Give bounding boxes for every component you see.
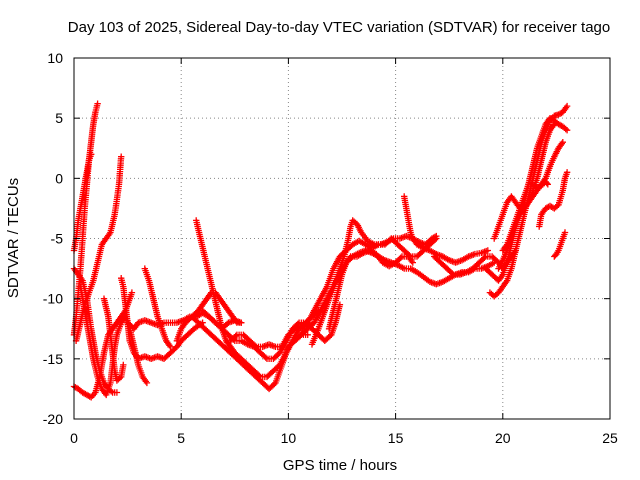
- data-point: [238, 319, 245, 326]
- data-point: [563, 169, 571, 176]
- y-tick-label: 0: [55, 170, 63, 186]
- data-point: [128, 289, 136, 296]
- data-point: [88, 151, 95, 158]
- data-point: [559, 139, 566, 146]
- data-point: [544, 181, 551, 188]
- y-tick-label: -10: [43, 291, 63, 307]
- data-point: [251, 342, 259, 349]
- data-point: [113, 389, 121, 396]
- data-point: [433, 232, 440, 240]
- grid: [74, 58, 610, 419]
- data-point: [553, 202, 561, 210]
- data-point: [94, 100, 101, 107]
- x-tick-label: 20: [495, 430, 511, 446]
- data-point: [562, 125, 569, 133]
- series-track-25: [499, 178, 551, 254]
- data-point: [409, 259, 416, 266]
- series-track-13: [188, 313, 311, 393]
- data-point: [262, 354, 269, 361]
- data-point: [561, 229, 569, 236]
- y-axis-label: SDTVAR / TECUs: [5, 178, 22, 298]
- y-tick-label: -15: [43, 351, 63, 367]
- data-markers: [70, 100, 571, 401]
- data-point: [294, 320, 301, 328]
- y-tick-label: 5: [55, 110, 63, 126]
- x-axis-label: GPS time / hours: [283, 457, 397, 474]
- data-point: [167, 343, 174, 350]
- y-tick-label: -5: [51, 231, 64, 247]
- data-point: [449, 270, 456, 277]
- axis-ticks: 0 5 10 15 20 25 10 5 0 -5 -10 -15 -20: [43, 50, 618, 446]
- data-point: [543, 179, 550, 187]
- y-tick-label: -20: [43, 411, 63, 427]
- x-tick-label: 25: [602, 430, 618, 446]
- data-point: [484, 247, 491, 254]
- data-point: [563, 127, 571, 134]
- data-point: [232, 332, 239, 340]
- data-point: [551, 121, 558, 128]
- x-tick-label: 15: [388, 430, 404, 446]
- data-point: [143, 379, 151, 387]
- data-point: [481, 254, 488, 261]
- series-track-2: [70, 151, 95, 254]
- x-tick-label: 0: [70, 430, 78, 446]
- data-point: [120, 361, 127, 369]
- series-track-7: [100, 295, 127, 384]
- data-point: [118, 153, 125, 160]
- series-track-27: [551, 229, 569, 260]
- x-tick-label: 10: [281, 430, 297, 446]
- series-track-18: [325, 247, 416, 332]
- x-tick-label: 5: [177, 430, 185, 446]
- series-track-11: [173, 289, 245, 344]
- series-track-9: [141, 265, 174, 350]
- series-track-26: [536, 169, 571, 230]
- data-point: [304, 331, 311, 338]
- data-point: [563, 102, 571, 110]
- data-point: [290, 326, 297, 334]
- data-point: [397, 254, 404, 261]
- chart-title: Day 103 of 2025, Sidereal Day-to-day VTE…: [68, 19, 610, 36]
- y-tick-label: 10: [47, 50, 63, 66]
- data-point: [431, 233, 439, 241]
